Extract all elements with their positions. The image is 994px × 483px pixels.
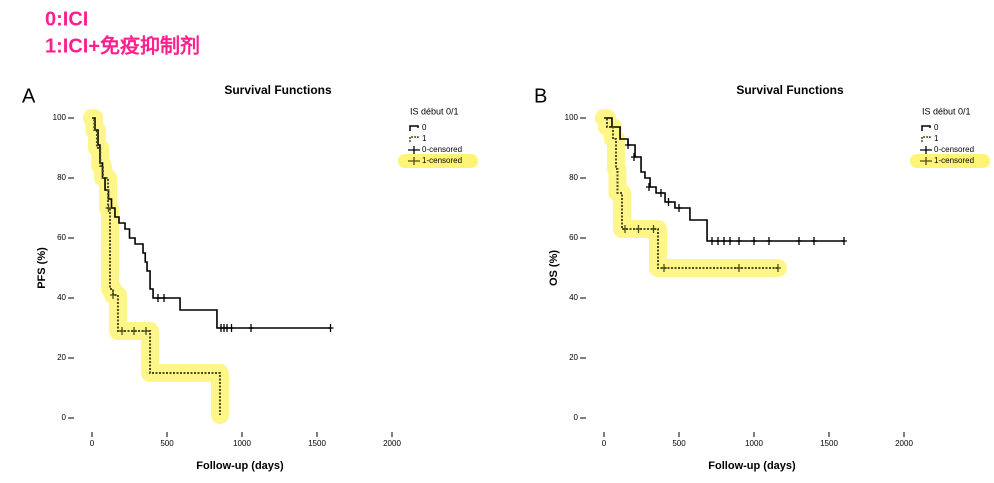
censor-mark bbox=[646, 183, 652, 191]
legend-swatch bbox=[408, 146, 420, 154]
censor-mark bbox=[709, 237, 715, 245]
x-tick-label: 1500 bbox=[308, 439, 326, 448]
censor-mark bbox=[635, 225, 642, 233]
y-tick-label: 40 bbox=[569, 293, 578, 302]
censor-mark bbox=[796, 237, 802, 245]
censor-mark bbox=[631, 153, 637, 161]
panel-label: B bbox=[534, 85, 547, 107]
y-tick-label: 60 bbox=[57, 233, 66, 242]
x-axis-label: Follow-up (days) bbox=[196, 460, 284, 472]
censor-mark bbox=[327, 324, 334, 332]
censor-mark bbox=[766, 237, 772, 245]
legend-swatch bbox=[921, 125, 931, 131]
censor-mark bbox=[736, 264, 742, 272]
censor-mark bbox=[650, 225, 657, 233]
y-tick-label: 80 bbox=[57, 173, 66, 182]
highlight bbox=[83, 109, 229, 424]
y-tick-label: 0 bbox=[62, 413, 67, 422]
x-tick-label: 0 bbox=[602, 439, 607, 448]
censor-mark bbox=[658, 189, 664, 197]
panel-label: A bbox=[22, 85, 36, 107]
censor-mark bbox=[736, 237, 742, 245]
legend-swatch bbox=[409, 125, 419, 131]
legend-highlight bbox=[910, 154, 990, 168]
censor-mark bbox=[105, 204, 112, 212]
censor-mark bbox=[625, 141, 631, 149]
legend-label: 0-censored bbox=[422, 145, 462, 154]
legend-title: IS début 0/1 bbox=[922, 106, 971, 116]
censor-mark bbox=[228, 324, 235, 332]
x-axis-label: Follow-up (days) bbox=[708, 460, 796, 472]
censor-mark bbox=[811, 237, 817, 245]
legend-label: 0 bbox=[422, 123, 427, 132]
censor-mark bbox=[676, 204, 682, 212]
x-tick-label: 500 bbox=[160, 439, 174, 448]
chart-panel: B Survival Functions Follow-up (days) OS (%… bbox=[534, 83, 990, 472]
censor-mark bbox=[248, 324, 254, 332]
censor-mark bbox=[727, 237, 733, 245]
y-axis-label: PFS (%) bbox=[36, 247, 48, 289]
header-line: 1:ICI+免疫抑制剂 bbox=[45, 33, 200, 57]
chart-panel: A Survival Functions Follow-up (days) PFS (… bbox=[22, 83, 478, 472]
legend-highlight bbox=[398, 154, 478, 168]
y-tick-label: 80 bbox=[569, 173, 578, 182]
censor-mark bbox=[119, 327, 125, 335]
x-tick-label: 2000 bbox=[383, 439, 401, 448]
legend-label: 1 bbox=[422, 134, 427, 143]
y-tick-label: 40 bbox=[57, 293, 66, 302]
y-tick-label: 100 bbox=[565, 113, 579, 122]
survival-line bbox=[604, 117, 844, 242]
censor-mark bbox=[110, 291, 116, 299]
chart-title: Survival Functions bbox=[224, 83, 332, 97]
highlight bbox=[595, 109, 787, 277]
censor-mark bbox=[143, 327, 149, 335]
censor-mark bbox=[155, 294, 161, 302]
x-tick-label: 2000 bbox=[895, 439, 913, 448]
censor-mark bbox=[751, 237, 757, 245]
legend-swatch bbox=[920, 157, 932, 165]
x-tick-label: 1500 bbox=[820, 439, 838, 448]
legend-label: 1 bbox=[934, 134, 939, 143]
legend-swatch bbox=[921, 136, 931, 142]
x-tick-label: 500 bbox=[672, 439, 686, 448]
censor-mark bbox=[775, 264, 781, 272]
legend-swatch bbox=[408, 157, 420, 165]
censor-mark bbox=[841, 237, 847, 245]
y-tick-label: 0 bbox=[574, 413, 579, 422]
censor-mark bbox=[131, 327, 137, 335]
censor-mark bbox=[715, 237, 721, 245]
legend-label: 1-censored bbox=[422, 156, 462, 165]
x-tick-label: 0 bbox=[90, 439, 95, 448]
censor-mark bbox=[721, 237, 727, 245]
censor-mark bbox=[161, 294, 167, 302]
chart-title: Survival Functions bbox=[736, 83, 844, 97]
y-axis-label: OS (%) bbox=[548, 250, 560, 286]
censor-mark bbox=[661, 264, 667, 272]
censor-mark bbox=[665, 198, 672, 206]
censor-mark bbox=[622, 225, 628, 233]
header-line: 0:ICI bbox=[45, 8, 88, 30]
legend-label: 0 bbox=[934, 123, 939, 132]
legend-swatch bbox=[920, 146, 932, 154]
y-tick-label: 20 bbox=[57, 353, 66, 362]
y-tick-label: 20 bbox=[569, 353, 578, 362]
legend-title: IS début 0/1 bbox=[410, 106, 459, 116]
x-tick-label: 1000 bbox=[233, 439, 251, 448]
legend-label: 1-censored bbox=[934, 156, 974, 165]
legend-label: 0-censored bbox=[934, 145, 974, 154]
x-tick-label: 1000 bbox=[745, 439, 763, 448]
y-tick-label: 60 bbox=[569, 233, 578, 242]
survival-line bbox=[92, 117, 331, 329]
y-tick-label: 100 bbox=[53, 113, 67, 122]
legend-swatch bbox=[409, 136, 419, 142]
